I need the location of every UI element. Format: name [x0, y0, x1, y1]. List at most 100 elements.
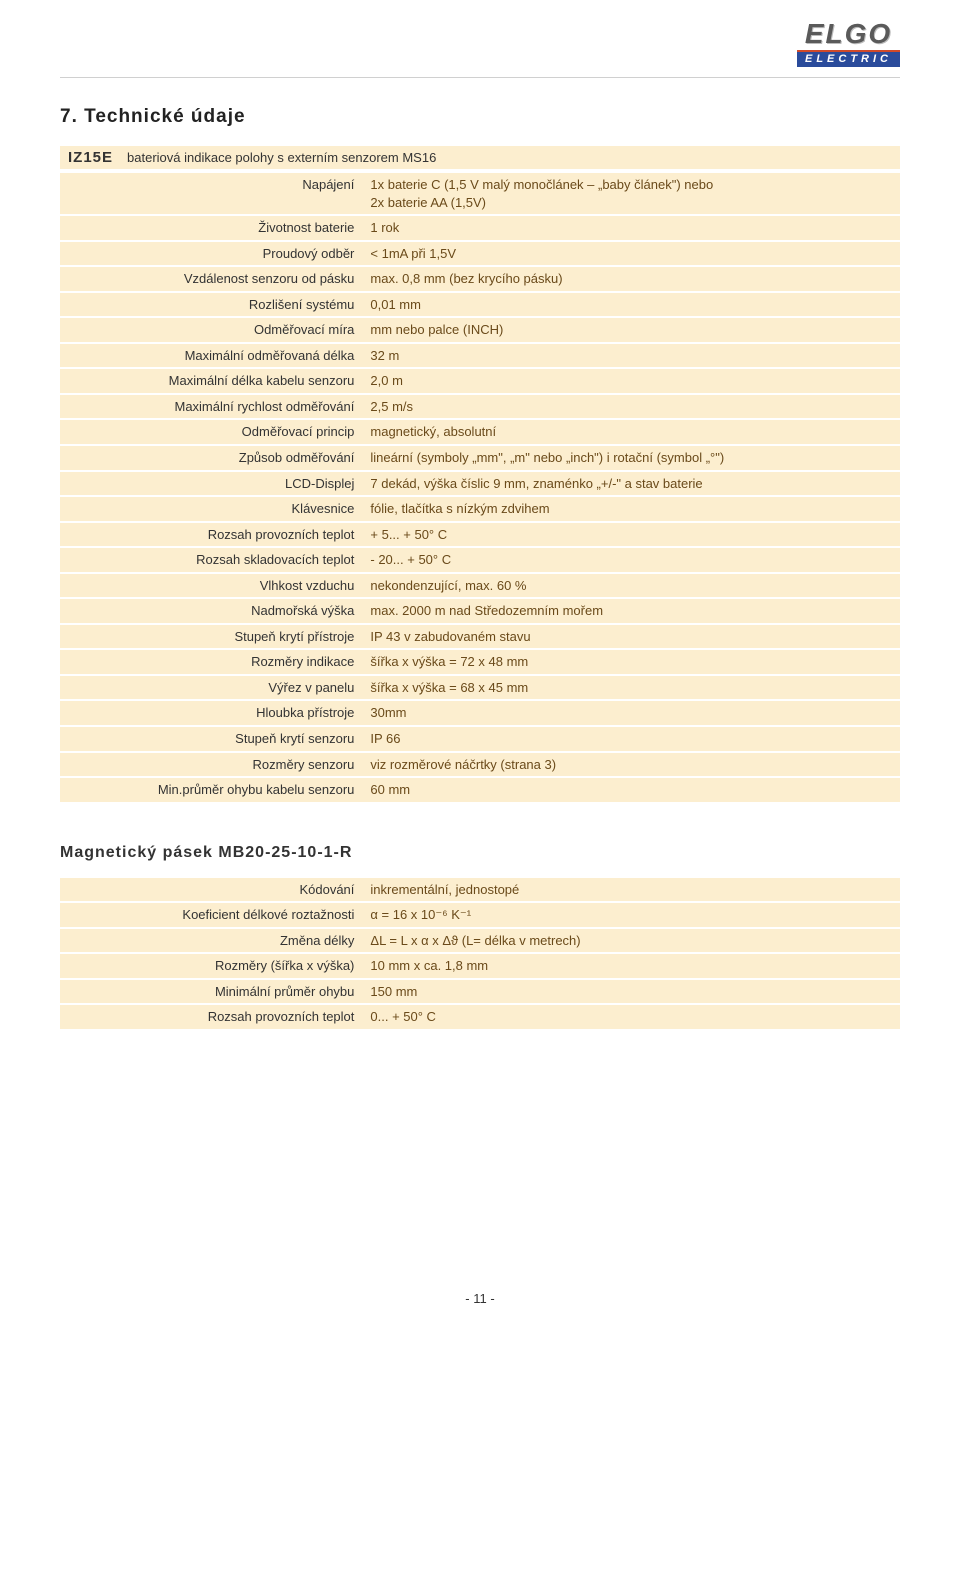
spec-label: Odměřovací princip: [60, 420, 362, 444]
spec-value: + 5... + 50° C: [362, 523, 900, 547]
spec-value: 30mm: [362, 701, 900, 725]
spec-label: Stupeň krytí přístroje: [60, 625, 362, 649]
spec-value: 0... + 50° C: [362, 1005, 900, 1029]
table-row: Proudový odběr< 1mA při 1,5V: [60, 242, 900, 266]
table-row: Změna délkyΔL = L x α x Δϑ (L= délka v m…: [60, 929, 900, 953]
spec-value: šířka x výška = 68 x 45 mm: [362, 676, 900, 700]
spec-label: Maximální odměřovaná délka: [60, 344, 362, 368]
spec-label: Napájení: [60, 173, 362, 214]
header-divider: [60, 77, 900, 78]
table-row: Maximální délka kabelu senzoru2,0 m: [60, 369, 900, 393]
spec-label: Vlhkost vzduchu: [60, 574, 362, 598]
spec-label: Minimální průměr ohybu: [60, 980, 362, 1004]
table-row: Rozsah provozních teplot0... + 50° C: [60, 1005, 900, 1029]
spec-value: max. 0,8 mm (bez krycího pásku): [362, 267, 900, 291]
spec-label: Proudový odběr: [60, 242, 362, 266]
table-row: LCD-Displej7 dekád, výška číslic 9 mm, z…: [60, 472, 900, 496]
table-row: Min.průměr ohybu kabelu senzoru60 mm: [60, 778, 900, 802]
table-row: Výřez v panelušířka x výška = 68 x 45 mm: [60, 676, 900, 700]
table-row: Stupeň krytí senzoruIP 66: [60, 727, 900, 751]
table-row: Maximální odměřovaná délka32 m: [60, 344, 900, 368]
spec-value: - 20... + 50° C: [362, 548, 900, 572]
logo-block: ELGO ELECTRIC: [60, 20, 900, 67]
table-row: Odměřovací principmagnetický, absolutní: [60, 420, 900, 444]
spec-label: Rozlišení systému: [60, 293, 362, 317]
spec-value: inkrementální, jednostopé: [362, 878, 900, 902]
spec-label: Maximální rychlost odměřování: [60, 395, 362, 419]
device-description: bateriová indikace polohy s externím sen…: [127, 150, 436, 165]
device-subtitle-row: IZ15E bateriová indikace polohy s extern…: [60, 146, 900, 169]
tape-title: Magnetický pásek MB20-25-10-1-R: [60, 844, 900, 862]
spec-label: Vzdálenost senzoru od pásku: [60, 267, 362, 291]
spec-label: Klávesnice: [60, 497, 362, 521]
spec-label: Rozsah provozních teplot: [60, 523, 362, 547]
spec-label: Min.průměr ohybu kabelu senzoru: [60, 778, 362, 802]
logo-text-top: ELGO: [797, 20, 900, 48]
spec-label: Způsob odměřování: [60, 446, 362, 470]
table-row: Rozměry senzoruviz rozměrové náčrtky (st…: [60, 753, 900, 777]
spec-label: Maximální délka kabelu senzoru: [60, 369, 362, 393]
spec-value: < 1mA při 1,5V: [362, 242, 900, 266]
table-row: Kódováníinkrementální, jednostopé: [60, 878, 900, 902]
table-row: Životnost baterie1 rok: [60, 216, 900, 240]
table-row: Rozsah provozních teplot+ 5... + 50° C: [60, 523, 900, 547]
page-footer: - 11 -: [60, 1291, 900, 1306]
spec-value: 1 rok: [362, 216, 900, 240]
table-row: Minimální průměr ohybu150 mm: [60, 980, 900, 1004]
table-row: Odměřovací míramm nebo palce (INCH): [60, 318, 900, 342]
spec-label: Nadmořská výška: [60, 599, 362, 623]
spec-value: 0,01 mm: [362, 293, 900, 317]
table-row: Vzdálenost senzoru od páskumax. 0,8 mm (…: [60, 267, 900, 291]
table-row: Nadmořská výškamax. 2000 m nad Středozem…: [60, 599, 900, 623]
spec-value: α = 16 x 10⁻⁶ K⁻¹: [362, 903, 900, 927]
spec-value: IP 66: [362, 727, 900, 751]
spec-value: max. 2000 m nad Středozemním mořem: [362, 599, 900, 623]
logo-text-bottom: ELECTRIC: [797, 50, 900, 67]
table-row: Způsob odměřovánílineární (symboly „mm",…: [60, 446, 900, 470]
spec-value: 1x baterie C (1,5 V malý monočlánek – „b…: [362, 173, 900, 214]
spec-value: 2,0 m: [362, 369, 900, 393]
spec-label: Koeficient délkové roztažnosti: [60, 903, 362, 927]
spec-value: nekondenzující, max. 60 %: [362, 574, 900, 598]
spec-value: viz rozměrové náčrtky (strana 3): [362, 753, 900, 777]
device-code: IZ15E: [68, 149, 113, 166]
spec-value: 7 dekád, výška číslic 9 mm, znaménko „+/…: [362, 472, 900, 496]
spec-label: Hloubka přístroje: [60, 701, 362, 725]
spec-value: 150 mm: [362, 980, 900, 1004]
spec-value: IP 43 v zabudovaném stavu: [362, 625, 900, 649]
spec-label: Rozměry (šířka x výška): [60, 954, 362, 978]
spec-label: Kódování: [60, 878, 362, 902]
spec-label: Rozsah provozních teplot: [60, 1005, 362, 1029]
spec-value: 60 mm: [362, 778, 900, 802]
table-row: Rozlišení systému0,01 mm: [60, 293, 900, 317]
table-row: Rozměry (šířka x výška)10 mm x ca. 1,8 m…: [60, 954, 900, 978]
table-row: Koeficient délkové roztažnostiα = 16 x 1…: [60, 903, 900, 927]
spec-value: ΔL = L x α x Δϑ (L= délka v metrech): [362, 929, 900, 953]
spec-value: fólie, tlačítka s nízkým zdvihem: [362, 497, 900, 521]
table-row: Napájení1x baterie C (1,5 V malý monočlá…: [60, 173, 900, 214]
spec-label: Stupeň krytí senzoru: [60, 727, 362, 751]
table-row: Vlhkost vzduchunekondenzující, max. 60 %: [60, 574, 900, 598]
device-spec-table: Napájení1x baterie C (1,5 V malý monočlá…: [60, 171, 900, 804]
spec-label: Změna délky: [60, 929, 362, 953]
spec-value: 10 mm x ca. 1,8 mm: [362, 954, 900, 978]
table-row: Hloubka přístroje30mm: [60, 701, 900, 725]
spec-label: Životnost baterie: [60, 216, 362, 240]
spec-label: Výřez v panelu: [60, 676, 362, 700]
table-row: Maximální rychlost odměřování2,5 m/s: [60, 395, 900, 419]
table-row: Stupeň krytí přístrojeIP 43 v zabudované…: [60, 625, 900, 649]
table-row: Klávesnicefólie, tlačítka s nízkým zdvih…: [60, 497, 900, 521]
spec-value: magnetický, absolutní: [362, 420, 900, 444]
spec-value: mm nebo palce (INCH): [362, 318, 900, 342]
spec-value: 2,5 m/s: [362, 395, 900, 419]
table-row: Rozsah skladovacích teplot- 20... + 50° …: [60, 548, 900, 572]
spec-label: Odměřovací míra: [60, 318, 362, 342]
spec-label: Rozměry senzoru: [60, 753, 362, 777]
spec-label: Rozměry indikace: [60, 650, 362, 674]
spec-value: 32 m: [362, 344, 900, 368]
logo: ELGO ELECTRIC: [797, 20, 900, 67]
spec-label: Rozsah skladovacích teplot: [60, 548, 362, 572]
spec-value: lineární (symboly „mm", „m" nebo „inch")…: [362, 446, 900, 470]
section-title: 7. Technické údaje: [60, 106, 900, 128]
table-row: Rozměry indikacešířka x výška = 72 x 48 …: [60, 650, 900, 674]
